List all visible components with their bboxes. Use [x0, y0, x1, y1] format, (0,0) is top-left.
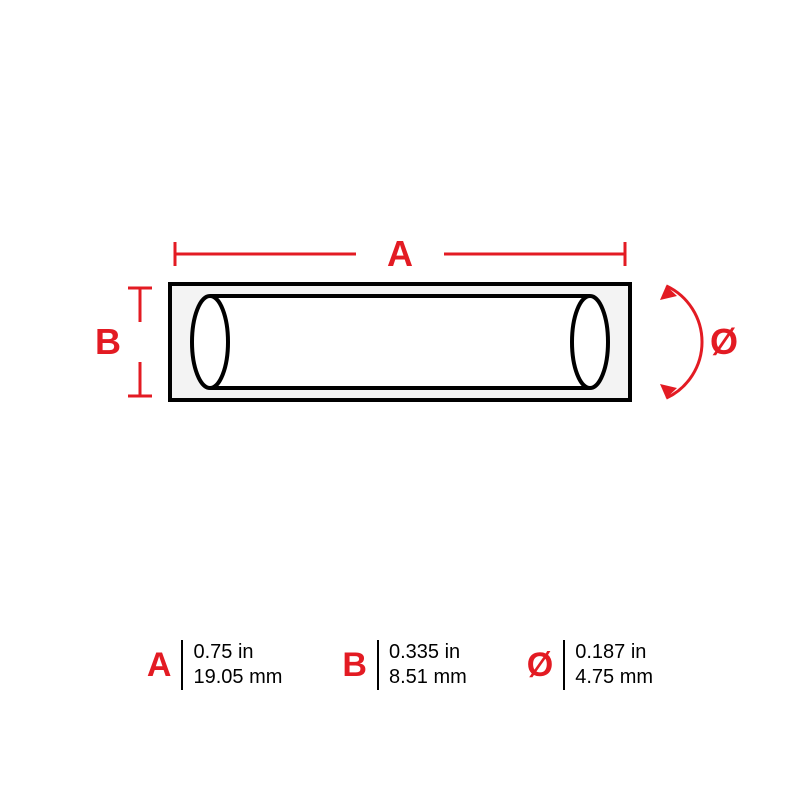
legend-values-dia: 0.187 in 4.75 mm	[563, 640, 653, 690]
legend-letter-a: A	[147, 646, 182, 685]
dimension-dia-label: Ø	[710, 321, 738, 362]
legend-letter-b: B	[342, 646, 377, 685]
dimension-a-label: A	[387, 233, 413, 274]
dimension-a: A	[175, 233, 625, 274]
legend-item-dia: Ø 0.187 in 4.75 mm	[527, 640, 653, 690]
dimension-b: B	[95, 288, 152, 396]
legend-dia-metric: 4.75 mm	[575, 665, 653, 690]
dimension-b-label: B	[95, 321, 121, 362]
legend-a-imperial: 0.75 in	[193, 640, 282, 665]
legend-letter-dia: Ø	[527, 646, 563, 685]
legend-values-b: 0.335 in 8.51 mm	[377, 640, 467, 690]
tube-body-fill	[210, 296, 590, 388]
tube-left-end	[192, 296, 228, 388]
legend-a-metric: 19.05 mm	[193, 665, 282, 690]
dimension-diagram: A B Ø A 0.75 in 19.05 mm B	[0, 0, 800, 800]
legend-item-a: A 0.75 in 19.05 mm	[147, 640, 283, 690]
legend-item-b: B 0.335 in 8.51 mm	[342, 640, 466, 690]
legend: A 0.75 in 19.05 mm B 0.335 in 8.51 mm Ø …	[0, 640, 800, 690]
legend-values-a: 0.75 in 19.05 mm	[181, 640, 282, 690]
dimension-diameter: Ø	[660, 286, 738, 398]
legend-b-metric: 8.51 mm	[389, 665, 467, 690]
tube-right-end	[572, 296, 608, 388]
legend-dia-imperial: 0.187 in	[575, 640, 653, 665]
legend-b-imperial: 0.335 in	[389, 640, 467, 665]
